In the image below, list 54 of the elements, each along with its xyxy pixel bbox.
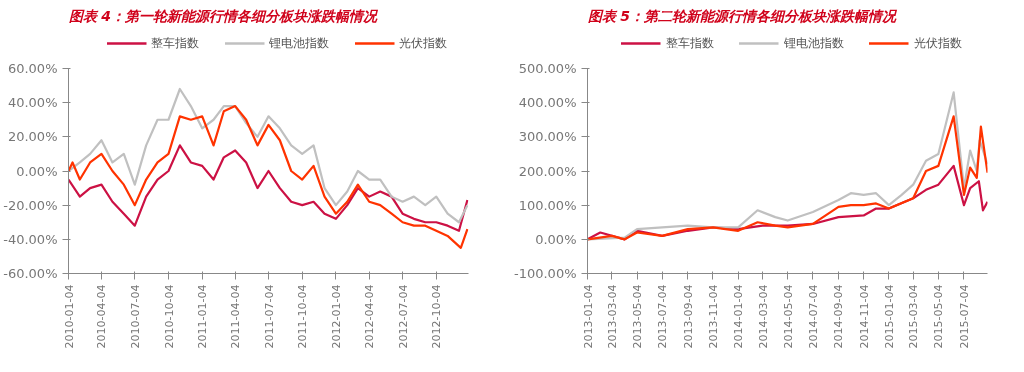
y-tick-label: 500.00% [518,61,577,76]
legend-label: 锂电池指数 [269,34,329,52]
x-tick-label: 2011-07-04 [262,284,276,349]
x-tick-label: 2013-11-04 [706,284,720,349]
y-tick-label: -100.00% [513,266,577,281]
chart-title: 图表 5：第二轮新能源行情各细分板块涨跌幅情况 [587,7,899,24]
legend-label: 整车指数 [151,34,199,52]
x-tick-label: 2010-04-04 [95,284,109,349]
x-tick-label: 2013-09-04 [681,284,695,349]
x-tick-label: 2012-04-04 [363,284,377,349]
x-tick-label: 2011-04-04 [229,284,243,349]
y-tick-label: 300.00% [518,129,577,145]
x-tick-label: 2013-01-04 [581,284,595,349]
x-tick-label: 2014-05-04 [781,284,795,349]
x-tick-label: 2014-11-04 [857,284,871,349]
x-tick-label: 2014-07-04 [806,284,820,349]
x-tick-label: 2015-03-04 [907,284,921,349]
legend-label: 光伏指数 [399,34,447,52]
x-tick-label: 2010-01-04 [62,284,76,349]
legend-label: 光伏指数 [913,34,962,52]
y-tick-label: 60.00% [7,61,58,76]
x-tick-label: 2010-07-04 [128,284,142,349]
y-tick-label: 200.00% [518,163,577,179]
x-tick-label: 2012-01-04 [329,284,343,349]
x-tick-label: 2011-10-04 [296,284,310,349]
chart-title: 图表 4：第一轮新能源行情各细分板块涨跌幅情况 [68,7,380,24]
y-tick-label: -60.00% [3,266,58,281]
y-tick-label: 0.00% [535,231,577,247]
x-tick-label: 2015-05-04 [932,284,946,349]
y-tick-label: -40.00% [3,231,58,247]
x-tick-label: 2015-07-04 [957,284,971,349]
y-tick-label: 40.00% [7,95,58,111]
x-tick-label: 2010-10-04 [162,284,176,349]
y-tick-label: 100.00% [518,197,577,213]
x-tick-label: 2011-01-04 [196,284,210,349]
x-tick-label: 2014-09-04 [832,284,846,349]
line-series [68,144,469,232]
legend-label: 整车指数 [665,34,714,52]
line-series [587,115,988,241]
line-series [68,104,469,249]
x-tick-label: 2012-10-04 [430,284,444,349]
legend-label: 锂电池指数 [783,34,844,52]
x-tick-label: 2014-01-04 [732,284,746,349]
y-tick-label: 20.00% [7,129,58,145]
line-series [68,87,469,224]
x-tick-label: 2013-03-04 [605,284,619,349]
x-tick-label: 2014-03-04 [756,284,770,349]
x-tick-label: 2013-05-04 [631,284,645,349]
x-tick-label: 2012-07-04 [396,284,410,349]
y-tick-label: 400.00% [518,95,577,111]
y-tick-label: -20.00% [3,197,58,213]
x-tick-label: 2013-07-04 [656,284,670,349]
x-tick-label: 2015-01-04 [882,284,896,349]
y-tick-label: 0.00% [16,163,58,179]
